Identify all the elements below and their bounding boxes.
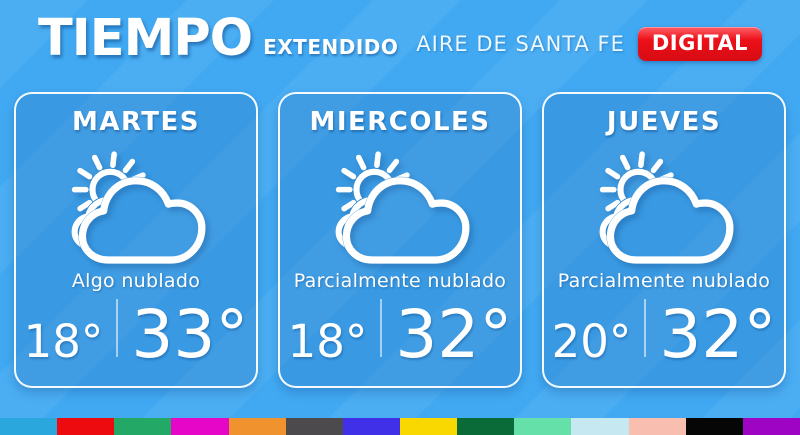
temp-divider [380, 299, 383, 357]
sun-behind-cloud-icon [580, 145, 748, 270]
title-block: TIEMPO EXTENDIDO [38, 12, 398, 66]
temps-row: 18° 32° [287, 296, 513, 373]
brand-name: AIRE DE SANTA FE [416, 32, 625, 56]
page-subtitle: EXTENDIDO [263, 34, 399, 59]
temp-max: 33° [131, 296, 249, 373]
color-bar-segment [0, 418, 58, 435]
forecast-card-miercoles: MIERCOLES [278, 92, 522, 388]
color-bar-segment [571, 418, 629, 435]
forecast-cards-row: MARTES [14, 92, 786, 388]
color-bar-segment [514, 418, 572, 435]
condition-text: Algo nublado [71, 270, 201, 292]
temps-row: 18° 33° [23, 296, 249, 373]
color-bar-segment [685, 418, 743, 435]
color-bar-segment [285, 418, 343, 435]
temp-min: 18° [287, 315, 368, 368]
temp-divider [644, 299, 647, 357]
brand-block: AIRE DE SANTA FE DIGITAL [416, 27, 762, 61]
color-bar-segment [342, 418, 400, 435]
brand-badge: DIGITAL [637, 27, 762, 61]
header: TIEMPO EXTENDIDO AIRE DE SANTA FE DIGITA… [0, 0, 800, 66]
color-bar [0, 418, 800, 435]
temp-min: 18° [23, 315, 104, 368]
condition-text: Parcialmente nublado [293, 270, 507, 292]
color-bar-segment [171, 418, 229, 435]
day-title: MARTES [71, 107, 201, 137]
temp-divider [116, 299, 119, 357]
temp-min: 20° [551, 315, 632, 368]
sun-behind-cloud-icon [52, 145, 220, 270]
temp-max: 32° [659, 296, 777, 373]
color-bar-segment [57, 418, 115, 435]
condition-text: Parcialmente nublado [557, 270, 771, 292]
sun-behind-cloud-icon [316, 145, 484, 270]
day-title: MIERCOLES [309, 107, 491, 137]
temp-max: 32° [395, 296, 513, 373]
temps-row: 20° 32° [551, 296, 777, 373]
color-bar-segment [228, 418, 286, 435]
page-title: TIEMPO [38, 9, 253, 68]
forecast-card-martes: MARTES [14, 92, 258, 388]
color-bar-segment [742, 418, 800, 435]
day-title: JUEVES [606, 107, 722, 137]
color-bar-segment [628, 418, 686, 435]
color-bar-segment [457, 418, 515, 435]
forecast-card-jueves: JUEVES [542, 92, 786, 388]
color-bar-segment [114, 418, 172, 435]
color-bar-segment [399, 418, 458, 435]
